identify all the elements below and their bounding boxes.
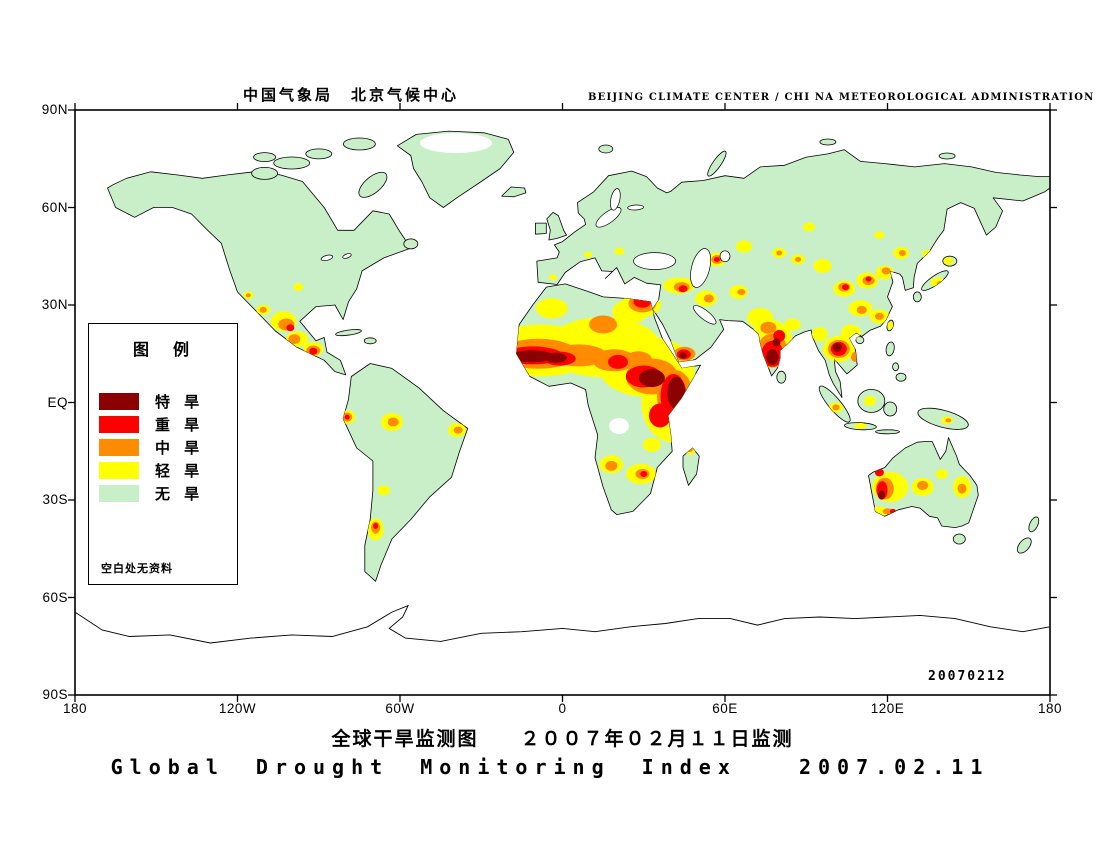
lon-label-60w: 60W [385,701,415,716]
island-newfoundland [403,238,419,250]
island-sulawesi [883,401,898,417]
legend-row-none: 无 旱 [99,482,237,505]
black-sea [633,252,676,270]
legend-row-light: 轻 旱 [99,459,237,482]
island-ellesmere [342,137,376,151]
legend-row-severe: 重 旱 [99,413,237,436]
legend-swatch-moderate-drought [99,439,139,456]
lat-label-90s: 90S [42,687,68,702]
island-hainan [855,336,865,345]
legend-label-no-drought: 无 旱 [155,486,205,503]
persian-gulf [692,305,717,325]
lon-label-120e: 120E [870,701,905,716]
legend-swatch-severe-drought [99,416,139,433]
no-data-congo [609,418,629,434]
great-lakes [320,254,334,262]
lat-label-30s: 30S [42,492,68,507]
island-hispaniola [363,337,377,345]
header-title-en: BEIJING CLIMATE CENTER / CHI NA METEOROL… [588,92,1095,103]
footer-title-en: Global Drought Monitoring Index 2007.02.… [110,755,990,779]
legend-label-severe-drought: 重 旱 [155,417,205,434]
legend-swatch-extreme-drought [99,393,139,410]
no-data-greenland [420,133,492,153]
lon-label-0: 0 [558,701,567,716]
island-svalbard [598,144,614,154]
legend-row-moderate: 中 旱 [99,436,237,459]
map-frame [74,109,1051,696]
island-luzon [885,341,895,357]
gulf-of-finland [627,204,644,211]
legend-items: 特 旱 重 旱 中 旱 轻 旱 无 旱 [99,390,237,505]
great-lakes [342,253,352,259]
island-arctic-canada [273,156,311,170]
island-mindanao [895,372,907,382]
gulf-of-bothnia [609,188,621,211]
island-ireland [535,222,547,235]
island-baffin [358,171,388,198]
lat-label-90n: 90N [41,102,68,117]
legend-label-extreme-drought: 特 旱 [155,394,205,411]
lat-label-60s: 60S [42,589,68,605]
legend-note: 空白处无资料 [101,563,173,575]
legend: 图 例 特 旱 重 旱 中 旱 轻 旱 无 旱 空白处无资料 [88,323,238,585]
island-arctic-canada [305,148,333,160]
island-sri-lanka [776,370,787,384]
island-novaya-zemlya [707,150,727,177]
header-title-cn: 中国气象局 北京气候中心 [243,87,460,104]
island-new-siberian [938,152,956,160]
island-arctic-canada [253,152,277,162]
axis-ticks [68,103,1057,702]
lat-label-60n: 60N [41,199,68,215]
island-nz-south [1016,537,1032,554]
lon-label-180e: 180 [1037,701,1063,716]
continent-antarctica [74,604,1051,696]
island-britain [546,212,567,241]
legend-swatch-no-drought [99,485,139,502]
island-nz-north [1028,516,1040,533]
caspian-sea [690,248,712,288]
legend-label-light-drought: 轻 旱 [155,463,205,480]
continent-north-america [107,171,412,376]
datestamp: 20070212 [928,669,1007,684]
drought-shading-layer [243,222,971,541]
baltic-sea [595,207,622,228]
world-map [68,103,1057,702]
legend-title: 图 例 [132,342,193,359]
no-data-patches [420,133,629,434]
island-severnaya-zemlya [819,138,837,146]
island-kyushu [912,291,922,303]
island-greenland [396,130,515,208]
footer-title-cn: 全球干旱监测图 ２００７年０２月１１日监测 [331,729,794,750]
lon-label-120w: 120W [218,701,257,716]
legend-row-extreme: 特 旱 [99,390,237,413]
island-visayas [892,362,899,372]
island-victoria [251,167,279,180]
island-tasmania [952,533,966,545]
island-iceland [501,186,527,198]
lat-label-30n: 30N [41,297,68,312]
lon-label-180w: 180 [62,701,88,716]
legend-label-moderate-drought: 中 旱 [155,440,205,457]
lat-label-eq: EQ [47,394,68,410]
aral-sea [719,250,731,263]
inland-seas [320,188,731,325]
island-lesser-sunda [875,429,900,435]
island-cuba [335,329,362,337]
legend-swatch-light-drought [99,462,139,479]
lon-label-60e: 60E [712,701,738,716]
